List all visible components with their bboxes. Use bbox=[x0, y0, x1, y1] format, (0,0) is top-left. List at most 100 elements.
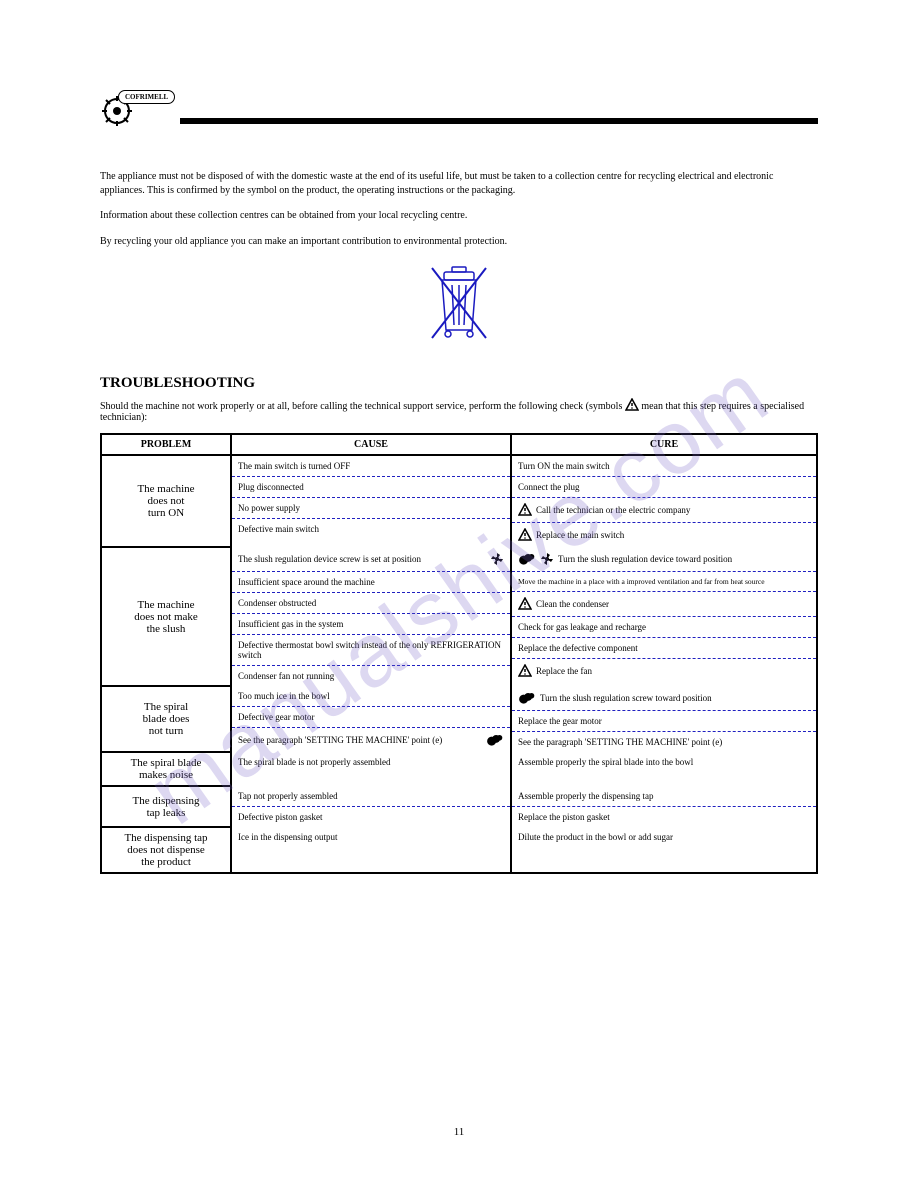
cause-line: Condenser fan not running bbox=[232, 666, 510, 686]
cause-line: Defective gear motor bbox=[232, 707, 510, 728]
cause-line: Too much ice in the bowl bbox=[232, 686, 510, 707]
gear-cluster-icon bbox=[518, 691, 536, 705]
snowflake-icon bbox=[490, 552, 504, 566]
cure-line: Call the technician or the electric comp… bbox=[512, 498, 816, 523]
cause-line: Insufficient gas in the system bbox=[232, 614, 510, 635]
cause-line: The main switch is turned OFF bbox=[232, 456, 510, 477]
cause-text: The slush regulation device screw is set… bbox=[238, 554, 486, 564]
troubleshooting-note: Should the machine not work properly or … bbox=[100, 398, 818, 423]
cause-text: Defective thermostat bowl switch instead… bbox=[238, 640, 504, 660]
cause-line: Defective piston gasket bbox=[232, 807, 510, 827]
cure-line: Connect the plug bbox=[512, 477, 816, 498]
cause-text: See the paragraph 'SETTING THE MACHINE' … bbox=[238, 735, 482, 745]
page-header: COFRIMELL bbox=[100, 90, 818, 130]
col-problem: PROBLEM bbox=[101, 434, 231, 455]
cause-cell: Ice in the dispensing output bbox=[231, 827, 511, 873]
cure-line: Replace the main switch bbox=[512, 523, 816, 547]
cure-line: Turn ON the main switch bbox=[512, 456, 816, 477]
troubleshooting-table: PROBLEM CAUSE CURE The machinedoes nottu… bbox=[100, 433, 818, 874]
cure-cell: Dilute the product in the bowl or add su… bbox=[511, 827, 817, 873]
cure-text: Connect the plug bbox=[518, 482, 810, 492]
cure-cell: Turn the slush regulation screw toward p… bbox=[511, 686, 817, 752]
cure-line: Replace the gear motor bbox=[512, 711, 816, 732]
cure-line: Replace the piston gasket bbox=[512, 807, 816, 827]
cause-text: Condenser fan not running bbox=[238, 671, 504, 681]
cause-line: Defective thermostat bowl switch instead… bbox=[232, 635, 510, 666]
problem-cell: The dispensing tapdoes not dispensethe p… bbox=[101, 827, 231, 873]
cause-text: The spiral blade is not properly assembl… bbox=[238, 757, 504, 767]
cause-line: Plug disconnected bbox=[232, 477, 510, 498]
warning-triangle-icon bbox=[518, 528, 532, 542]
cure-cell: Turn the slush regulation device toward … bbox=[511, 547, 817, 686]
cause-text: Insufficient gas in the system bbox=[238, 619, 504, 629]
cure-line: Dilute the product in the bowl or add su… bbox=[512, 827, 816, 847]
cause-line: Condenser obstructed bbox=[232, 593, 510, 614]
cure-line: Assemble properly the dispensing tap bbox=[512, 786, 816, 807]
cause-text: Too much ice in the bowl bbox=[238, 691, 504, 701]
cause-line: The spiral blade is not properly assembl… bbox=[232, 752, 510, 772]
cause-line: No power supply bbox=[232, 498, 510, 519]
cause-line: The slush regulation device screw is set… bbox=[232, 547, 510, 572]
cure-text: Move the machine in a place with a impro… bbox=[518, 577, 810, 586]
cure-line: Check for gas leakage and recharge bbox=[512, 617, 816, 638]
cause-text: Defective gear motor bbox=[238, 712, 504, 722]
cure-line: See the paragraph 'SETTING THE MACHINE' … bbox=[512, 732, 816, 752]
cure-line: Turn the slush regulation device toward … bbox=[512, 547, 816, 572]
note-prefix: Should the machine not work properly or … bbox=[100, 401, 625, 412]
col-cure: CURE bbox=[511, 434, 817, 455]
cure-text: Turn ON the main switch bbox=[518, 461, 810, 471]
cure-text: Call the technician or the electric comp… bbox=[536, 505, 810, 515]
warning-triangle-icon bbox=[518, 664, 532, 678]
weee-symbol bbox=[100, 260, 818, 355]
cure-text: Turn the slush regulation screw toward p… bbox=[540, 693, 810, 703]
cause-line: Insufficient space around the machine bbox=[232, 572, 510, 593]
cure-cell: Turn ON the main switch Connect the plug C… bbox=[511, 455, 817, 547]
cause-text: Defective piston gasket bbox=[238, 812, 504, 822]
cause-text: Plug disconnected bbox=[238, 482, 504, 492]
cure-line: Replace the fan bbox=[512, 659, 816, 683]
cause-cell: The slush regulation device screw is set… bbox=[231, 547, 511, 686]
cure-text: Replace the fan bbox=[536, 666, 810, 676]
cure-text: Clean the condenser bbox=[536, 599, 810, 609]
crossed-bin-icon bbox=[414, 260, 504, 350]
cause-text: Condenser obstructed bbox=[238, 598, 504, 608]
cause-cell: The main switch is turned OFF Plug discon… bbox=[231, 455, 511, 547]
cure-cell: Assemble properly the spiral blade into … bbox=[511, 752, 817, 786]
warning-triangle-icon bbox=[625, 398, 639, 412]
cause-text: Insufficient space around the machine bbox=[238, 577, 504, 587]
page-number: 11 bbox=[454, 1126, 465, 1138]
cure-cell: Assemble properly the dispensing tap Repl… bbox=[511, 786, 817, 827]
cure-line: Turn the slush regulation screw toward p… bbox=[512, 686, 816, 711]
problem-cell: The machinedoes not makethe slush bbox=[101, 547, 231, 686]
cause-line: Tap not properly assembled bbox=[232, 786, 510, 807]
snowflake-icon bbox=[540, 552, 554, 566]
cause-cell: Tap not properly assembled Defective pist… bbox=[231, 786, 511, 827]
cause-text: The main switch is turned OFF bbox=[238, 461, 504, 471]
cure-text: Assemble properly the dispensing tap bbox=[518, 791, 810, 801]
intro-paragraph-3: By recycling your old appliance you can … bbox=[100, 235, 818, 249]
cure-line: Assemble properly the spiral blade into … bbox=[512, 752, 816, 772]
gear-cluster-icon bbox=[486, 733, 504, 747]
cure-text: Replace the piston gasket bbox=[518, 812, 810, 822]
cure-text: Replace the main switch bbox=[536, 530, 810, 540]
header-divider bbox=[180, 118, 818, 124]
problem-cell: The spiral blademakes noise bbox=[101, 752, 231, 786]
cause-line: See the paragraph 'SETTING THE MACHINE' … bbox=[232, 728, 510, 752]
problem-cell: The dispensingtap leaks bbox=[101, 786, 231, 827]
cure-text: Assemble properly the spiral blade into … bbox=[518, 757, 810, 767]
cause-text: No power supply bbox=[238, 503, 504, 513]
troubleshooting-title: TROUBLESHOOTING bbox=[100, 375, 818, 392]
cure-line: Move the machine in a place with a impro… bbox=[512, 572, 816, 592]
col-cause: CAUSE bbox=[231, 434, 511, 455]
cure-text: Replace the gear motor bbox=[518, 716, 810, 726]
cause-cell: The spiral blade is not properly assembl… bbox=[231, 752, 511, 786]
intro-paragraph-2: Information about these collection centr… bbox=[100, 209, 818, 223]
cure-text: See the paragraph 'SETTING THE MACHINE' … bbox=[518, 737, 810, 747]
gear-cluster-icon bbox=[518, 552, 536, 566]
cure-text: Check for gas leakage and recharge bbox=[518, 622, 810, 632]
brand-logo: COFRIMELL bbox=[100, 90, 170, 130]
brand-name: COFRIMELL bbox=[118, 90, 175, 104]
cure-line: Clean the condenser bbox=[512, 592, 816, 617]
cause-cell: Too much ice in the bowl Defective gear m… bbox=[231, 686, 511, 752]
cause-text: Tap not properly assembled bbox=[238, 791, 504, 801]
